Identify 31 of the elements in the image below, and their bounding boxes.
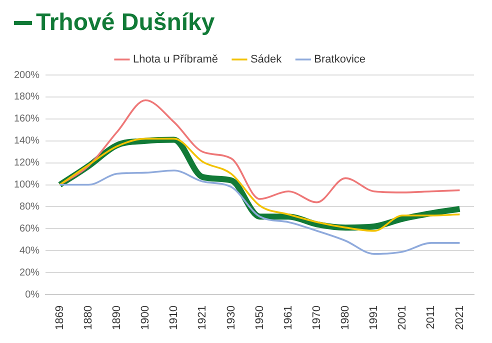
- y-tick-label: 140%: [14, 136, 40, 147]
- y-tick-label: 180%: [14, 92, 40, 103]
- line-series: [58, 170, 461, 255]
- x-tick-label: 2001: [396, 306, 409, 330]
- legend-label: Trhové Dušníky: [36, 9, 215, 37]
- x-tick-label: 1869: [54, 306, 66, 330]
- x-tick-label: 1900: [140, 306, 152, 330]
- x-tick-label: 2011: [425, 306, 438, 330]
- x-tick-label: 1961: [282, 306, 294, 330]
- y-tick-label: 100%: [14, 180, 40, 191]
- y-tick-label: 80%: [20, 201, 40, 212]
- x-tick-label: 1980: [340, 306, 352, 330]
- y-tick-label: 120%: [14, 158, 40, 169]
- legend-label: Sádek: [250, 54, 282, 66]
- y-tick-label: 200%: [14, 70, 40, 81]
- x-tick-label: 1991: [368, 306, 380, 330]
- x-tick-label: 1970: [310, 306, 323, 330]
- x-tick-label: 1880: [82, 306, 94, 330]
- x-tick-label: 1950: [254, 306, 266, 330]
- legend-label: Bratkovice: [314, 54, 366, 66]
- x-tick-label: 2021: [454, 306, 466, 330]
- y-tick-label: 0%: [25, 289, 40, 300]
- x-tick-label: 1921: [196, 306, 209, 330]
- x-tick-label: 1910: [168, 306, 180, 330]
- y-tick-label: 40%: [20, 245, 40, 256]
- x-tick-label: 1890: [111, 306, 124, 330]
- y-tick-label: 20%: [20, 267, 40, 278]
- x-tick-label: 1930: [225, 306, 238, 330]
- y-tick-label: 160%: [14, 114, 40, 125]
- y-tick-label: 60%: [20, 223, 40, 234]
- legend-label: Lhota u Příbramě: [132, 54, 218, 66]
